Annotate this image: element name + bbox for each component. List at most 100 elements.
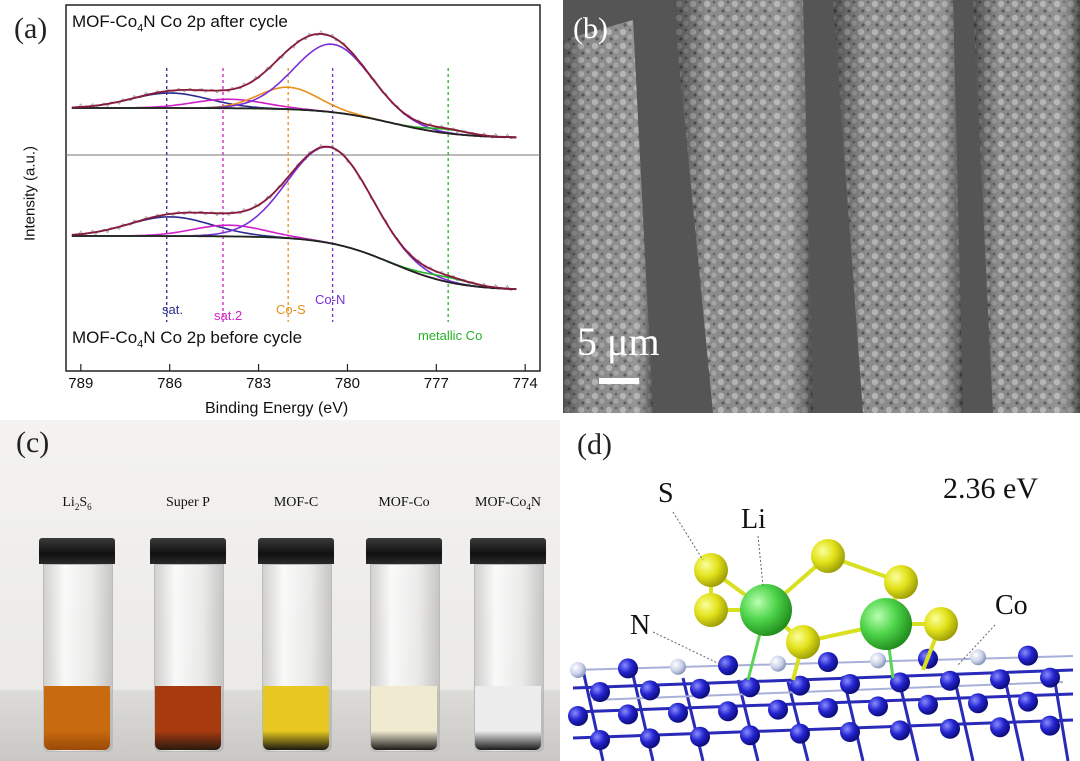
vial [150,538,226,752]
energy-value: 2.36 eV [943,472,1038,505]
co-n-peak [71,43,517,139]
panel-c-label: (c) [16,426,50,459]
xps-chart: 789 786 783 780 777 774 [65,4,541,392]
co-atom [990,669,1010,690]
co-atom [890,720,910,741]
co-atom [668,702,688,723]
vial-liquid [44,686,110,750]
label-co-s: Co-S [276,302,306,317]
vial-liquid [371,686,437,750]
co-atom [768,699,788,720]
x-axis-label: Binding Energy (eV) [205,400,349,417]
co-atom [1018,645,1038,666]
co-atom [890,672,910,693]
s-atom [811,539,845,573]
panel-b-label: (b) [573,12,608,45]
label-metallic-co: metallic Co [418,328,483,343]
n-atom [970,649,986,666]
s-atom [694,593,728,627]
co-atom [690,678,710,699]
co-atom [990,717,1010,738]
vial-liquid [475,686,541,750]
co-atom [740,677,760,698]
sat2-peak [71,224,517,290]
vial-liquid [263,686,329,750]
x-tick-label: 783 [246,375,271,392]
x-tick-label: 786 [157,375,182,392]
panel-c-vials: (c) Li2S6 Super P MOF-C MOF-Co MOF-Co4N [0,420,560,761]
co-atom [868,696,888,717]
s-atom [786,625,820,659]
x-tick-label: 774 [513,375,538,392]
vial-cap [470,538,546,564]
s-atom [924,607,958,641]
envelope-line [71,145,517,290]
vial-cap [258,538,334,564]
panel-d-structure: (d) 2.36 eV S Li N Co [563,420,1080,761]
co-atom [740,725,760,746]
n-atom [870,652,886,669]
y-axis-label: Intensity (a.u.) [21,145,39,242]
li-atom [860,598,912,650]
vial-label: Super P [166,495,210,510]
scale-bar [599,378,639,384]
co-atom [690,726,710,747]
vial-cap [366,538,442,564]
raw-data-line [71,30,517,140]
background-line [71,107,517,139]
co-atom [1040,667,1060,688]
bottom-title: MOF-Co4N Co 2p before cycle [72,328,303,351]
atom-label-n: N [630,610,651,641]
scale-text: 5 μm [577,319,660,364]
atom-label-s: S [658,478,674,509]
vial-label: MOF-C [273,495,319,510]
vial-liquid [155,686,221,750]
panel-b-sem: (b) 5 μm [563,0,1080,413]
x-tick-label: 780 [335,375,360,392]
co-atom [940,718,960,739]
raw-data-line [71,143,517,292]
co-atom [918,694,938,715]
panel-d-label: (d) [577,428,612,461]
co-atom [790,675,810,696]
label-co-n: Co-N [315,292,346,307]
co-atom [618,704,638,725]
sat2-peak [71,98,517,139]
co-atom [940,670,960,691]
label-sat2: sat.2 [214,308,243,323]
label-sat: sat. [162,302,183,317]
co-atom [818,698,838,718]
x-tick-label: 777 [424,375,449,392]
s-atom [884,565,918,599]
co-atom [968,693,988,714]
n-atom [570,662,586,678]
plot-frame [65,4,541,372]
co-atom [1040,715,1060,736]
co-atom [718,701,738,722]
vial-label: MOF-Co [378,495,430,510]
s-atom [694,553,728,587]
vial [258,538,334,752]
co-n-peak [71,145,517,290]
co-atom [640,728,660,749]
atom-label-co: Co [995,590,1028,621]
co-atom [840,674,860,694]
vial [39,538,115,752]
panel-a-label: (a) [14,12,48,45]
co-atom [1018,691,1038,712]
co-atom [790,723,810,744]
n-atom [670,658,686,675]
vial-cap [150,538,226,564]
co-atom [818,652,838,672]
vial-cap [39,538,115,564]
vial-label: Li2S6 [62,495,92,512]
vial-label: MOF-Co4N [475,495,541,512]
co-atom [718,655,738,676]
sat-peak [71,92,517,139]
atomic-structure [568,511,1074,761]
co-atom [618,658,638,679]
x-tick-label: 789 [68,375,93,392]
panel-a-xps: 789 786 783 780 777 774 (a) MOF-Co4N Co 2p af… [0,0,560,420]
top-title: MOF-Co4N Co 2p after cycle [72,12,288,35]
co-atom [840,722,860,742]
